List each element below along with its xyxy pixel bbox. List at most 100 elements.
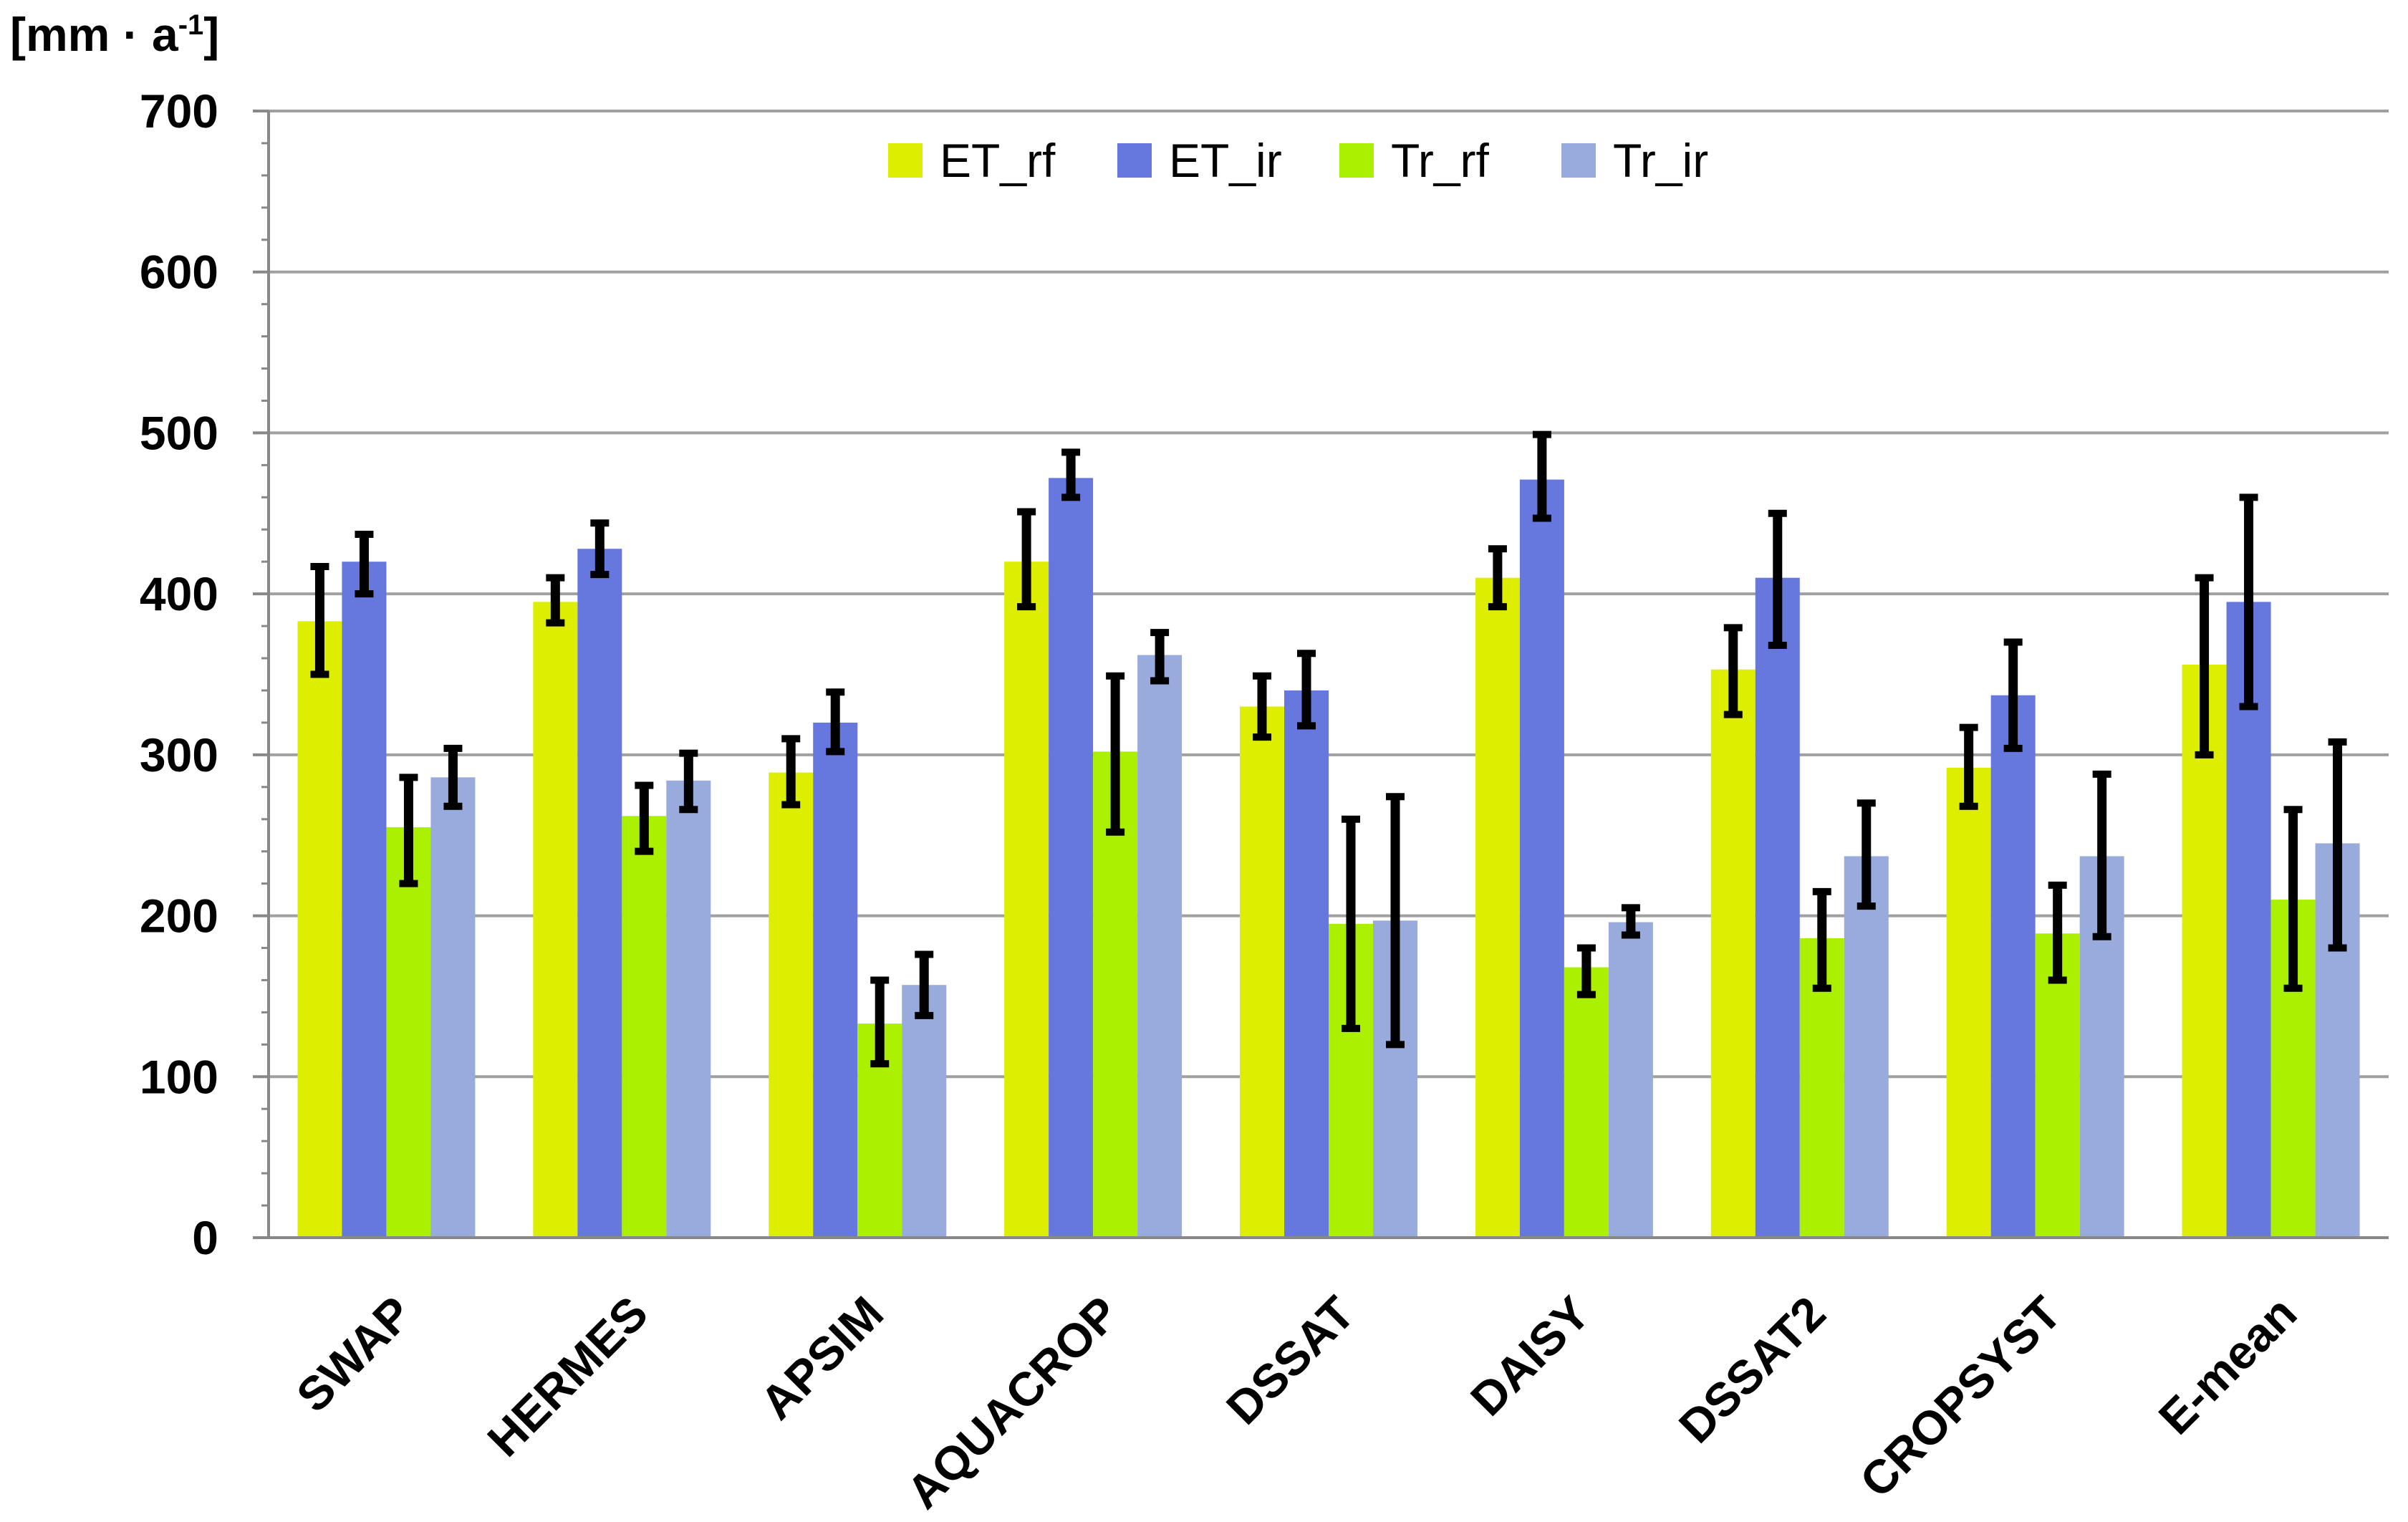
bar-tr-ir-hermes <box>666 780 711 1238</box>
error-bar-tr-rf-swap <box>399 774 418 887</box>
error-bar-et-ir-daisy <box>1532 430 1551 522</box>
legend: ET_rf ET_ir Tr_rf Tr_ir <box>888 134 1708 187</box>
x-category-label: CROPSYST <box>1850 1286 2071 1508</box>
bar-et-ir-apsim <box>813 722 858 1238</box>
error-bar-et-ir-cropsyst <box>2003 638 2023 752</box>
error-bar-et-ir-dssat2 <box>1768 509 1787 650</box>
legend-item-et-rf: ET_rf <box>888 134 1056 187</box>
y-axis-ticks: 0 100 200 300 400 500 600 700 <box>140 85 269 1264</box>
x-category-label: APSIM <box>750 1286 893 1430</box>
x-category-label: DSSAT2 <box>1669 1286 1836 1453</box>
error-bar-et-rf-aquacrop <box>1017 508 1036 611</box>
bar-et-ir-hermes <box>577 549 622 1238</box>
error-bar-et-rf-apsim <box>781 735 801 809</box>
bar-et-rf-dssat2 <box>1710 669 1756 1238</box>
bar-et-rf-aquacrop <box>1004 562 1049 1238</box>
bar-tr-rf-hermes <box>622 816 667 1238</box>
error-bar-et-rf-e-mean <box>2195 574 2214 758</box>
error-bar-tr-rf-dssat2 <box>1812 887 1831 992</box>
error-bar-tr-rf-hermes <box>635 781 654 855</box>
bar-et-rf-daisy <box>1475 577 1520 1238</box>
x-category-label: AQUACROP <box>896 1286 1129 1519</box>
error-bar-et-rf-swap <box>310 562 329 678</box>
y-tick-label: 600 <box>140 246 218 299</box>
error-bar-et-ir-aquacrop <box>1061 448 1081 501</box>
error-bar-et-rf-dssat <box>1253 672 1271 741</box>
y-tick-label: 500 <box>140 406 218 459</box>
error-bar-tr-rf-cropsyst <box>2048 881 2067 984</box>
error-bar-tr-ir-hermes <box>679 749 698 814</box>
bar-et-ir-swap <box>342 562 387 1238</box>
error-bars <box>310 430 2347 1068</box>
bar-tr-rf-daisy <box>1564 967 1609 1238</box>
bar-tr-ir-daisy <box>1608 922 1653 1238</box>
error-bar-tr-rf-dssat <box>1342 815 1360 1032</box>
x-axis-labels: SWAP HERMES APSIM AQUACROP DSSAT DAISY DSSAT2 C… <box>286 1286 2307 1519</box>
bar-tr-ir-swap <box>430 777 476 1238</box>
error-bar-tr-ir-daisy <box>1621 904 1640 939</box>
bar-et-rf-hermes <box>533 602 578 1238</box>
legend-label: Tr_ir <box>1613 134 1708 187</box>
error-bar-et-ir-e-mean <box>2239 493 2258 711</box>
legend-swatch <box>1561 143 1596 178</box>
y-tick-label: 100 <box>140 1050 218 1103</box>
error-bar-tr-ir-swap <box>443 744 463 810</box>
error-bar-et-rf-daisy <box>1488 545 1507 611</box>
y-tick-label: 700 <box>140 85 218 138</box>
legend-item-et-ir: ET_ir <box>1117 134 1282 187</box>
bar-tr-ir-apsim <box>902 985 947 1238</box>
y-axis-unit-label: [mm · a-1] <box>10 8 220 61</box>
y-tick-label: 300 <box>140 728 218 781</box>
error-bar-et-ir-apsim <box>826 688 845 756</box>
x-category-label: DAISY <box>1460 1286 1600 1426</box>
y-tick-label: 0 <box>192 1211 218 1264</box>
error-bar-et-ir-swap <box>355 530 374 598</box>
error-bar-tr-ir-dssat <box>1386 793 1405 1049</box>
x-category-label: HERMES <box>477 1286 658 1467</box>
bar-et-rf-swap <box>297 621 342 1238</box>
bar-tr-ir-aquacrop <box>1137 655 1183 1238</box>
error-bar-tr-ir-dssat2 <box>1856 799 1876 910</box>
legend-swatch <box>1117 143 1152 178</box>
error-bar-et-rf-cropsyst <box>1959 723 1978 810</box>
bar-et-ir-aquacrop <box>1049 478 1094 1238</box>
error-bar-et-rf-dssat2 <box>1723 624 1743 718</box>
x-category-label: DSSAT <box>1216 1286 1364 1435</box>
bars <box>297 478 2360 1238</box>
bar-tr-rf-cropsyst <box>2035 933 2080 1238</box>
y-tick-label: 200 <box>140 890 218 943</box>
error-bar-tr-rf-aquacrop <box>1106 672 1125 836</box>
legend-swatch <box>1339 143 1374 178</box>
bar-et-rf-apsim <box>769 772 814 1238</box>
bar-et-ir-cropsyst <box>1990 695 2036 1238</box>
x-category-label: SWAP <box>286 1286 423 1422</box>
x-category-label: E-mean <box>2149 1286 2307 1445</box>
error-bar-tr-ir-apsim <box>915 950 934 1019</box>
error-bar-tr-rf-e-mean <box>2283 806 2303 992</box>
legend-item-tr-rf: Tr_rf <box>1339 134 1490 187</box>
error-bar-et-ir-hermes <box>590 519 610 579</box>
bar-tr-rf-swap <box>386 827 431 1238</box>
legend-item-tr-ir: Tr_ir <box>1561 134 1708 187</box>
error-bar-tr-rf-apsim <box>870 976 890 1068</box>
y-tick-label: 400 <box>140 567 218 620</box>
legend-label: ET_ir <box>1169 134 1282 187</box>
bar-et-rf-dssat <box>1240 706 1284 1238</box>
bar-et-rf-cropsyst <box>1946 767 1991 1238</box>
bar-et-ir-dssat2 <box>1755 577 1800 1238</box>
error-bar-tr-ir-aquacrop <box>1150 629 1170 685</box>
axes <box>267 111 2389 1239</box>
error-bar-et-ir-dssat <box>1297 650 1316 730</box>
bar-tr-ir-dssat2 <box>1844 856 1889 1238</box>
legend-label: ET_rf <box>940 134 1056 187</box>
error-bar-tr-ir-cropsyst <box>2092 770 2111 940</box>
legend-swatch <box>888 143 923 178</box>
legend-label: Tr_rf <box>1391 134 1490 187</box>
error-bar-tr-rf-daisy <box>1576 944 1596 998</box>
error-bar-tr-ir-e-mean <box>2328 738 2347 952</box>
error-bar-et-rf-hermes <box>546 574 565 627</box>
bar-et-ir-daisy <box>1519 479 1564 1238</box>
bar-et-rf-e-mean <box>2182 665 2227 1238</box>
bar-et-ir-dssat <box>1284 690 1329 1238</box>
